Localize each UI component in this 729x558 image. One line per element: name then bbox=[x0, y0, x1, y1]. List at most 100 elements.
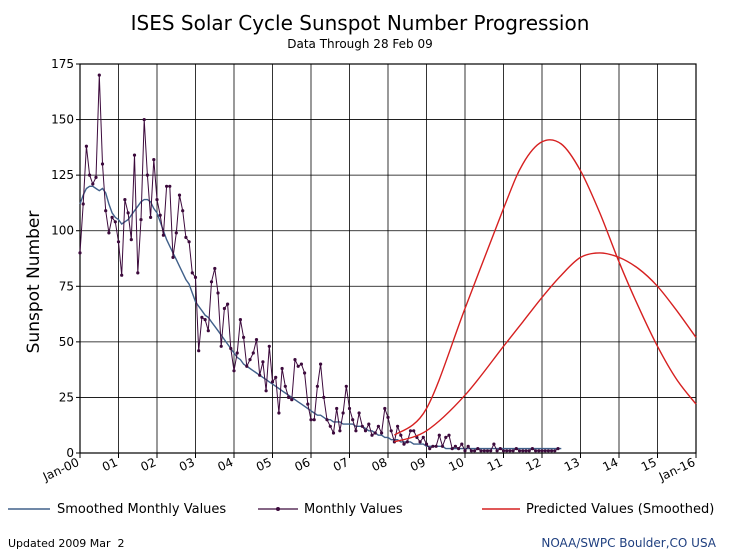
monthly-point bbox=[88, 173, 92, 177]
monthly-point bbox=[84, 144, 88, 148]
monthly-point bbox=[498, 447, 502, 451]
monthly-point bbox=[139, 218, 143, 222]
monthly-point bbox=[367, 422, 371, 426]
monthly-point bbox=[193, 275, 198, 279]
monthly-point bbox=[296, 364, 300, 368]
monthly-point bbox=[145, 173, 149, 177]
chart-title: ISES Solar Cycle Sunspot Number Progress… bbox=[131, 11, 590, 35]
monthly-point bbox=[104, 209, 108, 213]
monthly-point bbox=[341, 411, 345, 415]
monthly-point bbox=[354, 429, 358, 433]
monthly-point bbox=[505, 449, 509, 453]
chart-subtitle: Data Through 28 Feb 09 bbox=[287, 37, 432, 51]
legend: Smoothed Monthly Values Monthly Values P… bbox=[8, 502, 714, 517]
monthly-point bbox=[546, 449, 551, 453]
monthly-point bbox=[530, 447, 535, 451]
monthly-point bbox=[290, 398, 294, 402]
y-tick-label: 25 bbox=[59, 390, 74, 404]
monthly-point bbox=[206, 329, 210, 333]
series-monthly bbox=[79, 75, 559, 452]
monthly-point bbox=[315, 384, 319, 388]
updated-note: Updated 2009 Mar 2 bbox=[8, 537, 125, 550]
monthly-point bbox=[351, 418, 355, 422]
monthly-point bbox=[97, 73, 101, 77]
monthly-point bbox=[363, 429, 368, 433]
monthly-point bbox=[219, 344, 223, 348]
monthly-point bbox=[100, 162, 105, 166]
monthly-point bbox=[421, 435, 425, 439]
monthly-point bbox=[303, 371, 307, 375]
monthly-point bbox=[495, 449, 499, 453]
monthly-point bbox=[511, 449, 515, 453]
monthly-point bbox=[277, 411, 281, 415]
monthly-point bbox=[132, 153, 137, 157]
y-tick-label: 75 bbox=[59, 279, 74, 293]
monthly-point bbox=[370, 433, 374, 437]
legend-monthly-label: Monthly Values bbox=[304, 502, 403, 517]
monthly-point bbox=[476, 447, 480, 451]
monthly-point bbox=[524, 449, 528, 453]
monthly-point bbox=[264, 389, 268, 393]
monthly-point bbox=[331, 431, 336, 435]
monthly-point bbox=[386, 415, 390, 419]
monthly-point bbox=[161, 233, 165, 237]
monthly-point bbox=[251, 351, 255, 355]
monthly-point bbox=[380, 431, 384, 435]
legend-monthly-marker bbox=[276, 507, 280, 511]
monthly-point bbox=[184, 235, 188, 239]
monthly-point bbox=[457, 447, 461, 451]
monthly-point bbox=[245, 364, 249, 368]
monthly-point bbox=[177, 193, 182, 197]
monthly-point bbox=[283, 384, 287, 388]
monthly-point bbox=[203, 318, 207, 322]
grid bbox=[76, 63, 697, 458]
monthly-point bbox=[444, 435, 448, 439]
y-tick-label: 100 bbox=[51, 224, 74, 238]
monthly-point bbox=[149, 215, 153, 219]
x-tick-label: 01 bbox=[100, 455, 120, 474]
monthly-point bbox=[383, 406, 387, 411]
monthly-point bbox=[312, 418, 316, 422]
monthly-point bbox=[328, 424, 332, 428]
legend-predicted-label: Predicted Values (Smoothed) bbox=[526, 502, 714, 517]
monthly-point bbox=[123, 198, 127, 202]
monthly-point bbox=[78, 251, 82, 255]
y-tick-label: 175 bbox=[51, 57, 74, 71]
monthly-point bbox=[434, 444, 438, 448]
monthly-point bbox=[235, 351, 239, 355]
monthly-point bbox=[399, 433, 403, 437]
monthly-point bbox=[424, 442, 429, 446]
monthly-point bbox=[540, 449, 544, 453]
x-tick-label: 05 bbox=[254, 455, 274, 474]
monthly-point bbox=[222, 306, 226, 311]
monthly-point bbox=[508, 449, 512, 453]
monthly-point bbox=[81, 202, 85, 206]
monthly-point bbox=[440, 444, 445, 448]
monthly-point bbox=[232, 369, 236, 373]
monthly-point bbox=[242, 335, 246, 339]
monthly-point bbox=[335, 406, 339, 411]
monthly-point bbox=[501, 449, 506, 453]
x-tick-label: 15 bbox=[639, 455, 659, 474]
monthly-point bbox=[373, 431, 377, 435]
x-tick-label: 04 bbox=[216, 455, 236, 474]
monthly-point bbox=[527, 449, 531, 453]
monthly-point bbox=[213, 266, 217, 271]
x-tick-label: 02 bbox=[139, 455, 159, 474]
monthly-point bbox=[550, 449, 554, 453]
monthly-point bbox=[460, 442, 464, 446]
monthly-point bbox=[521, 449, 525, 453]
monthly-point bbox=[142, 118, 146, 122]
monthly-point bbox=[165, 184, 169, 188]
x-tick-label: 06 bbox=[293, 455, 313, 474]
monthly-point bbox=[91, 182, 95, 186]
monthly-point bbox=[489, 449, 493, 453]
y-tick-label: 150 bbox=[51, 113, 74, 127]
monthly-point bbox=[469, 449, 473, 453]
monthly-point bbox=[543, 449, 547, 453]
monthly-point bbox=[190, 271, 194, 275]
x-tick-label: Jan-00 bbox=[40, 455, 81, 484]
monthly-point bbox=[319, 362, 323, 366]
x-tick-label: 09 bbox=[408, 455, 428, 474]
